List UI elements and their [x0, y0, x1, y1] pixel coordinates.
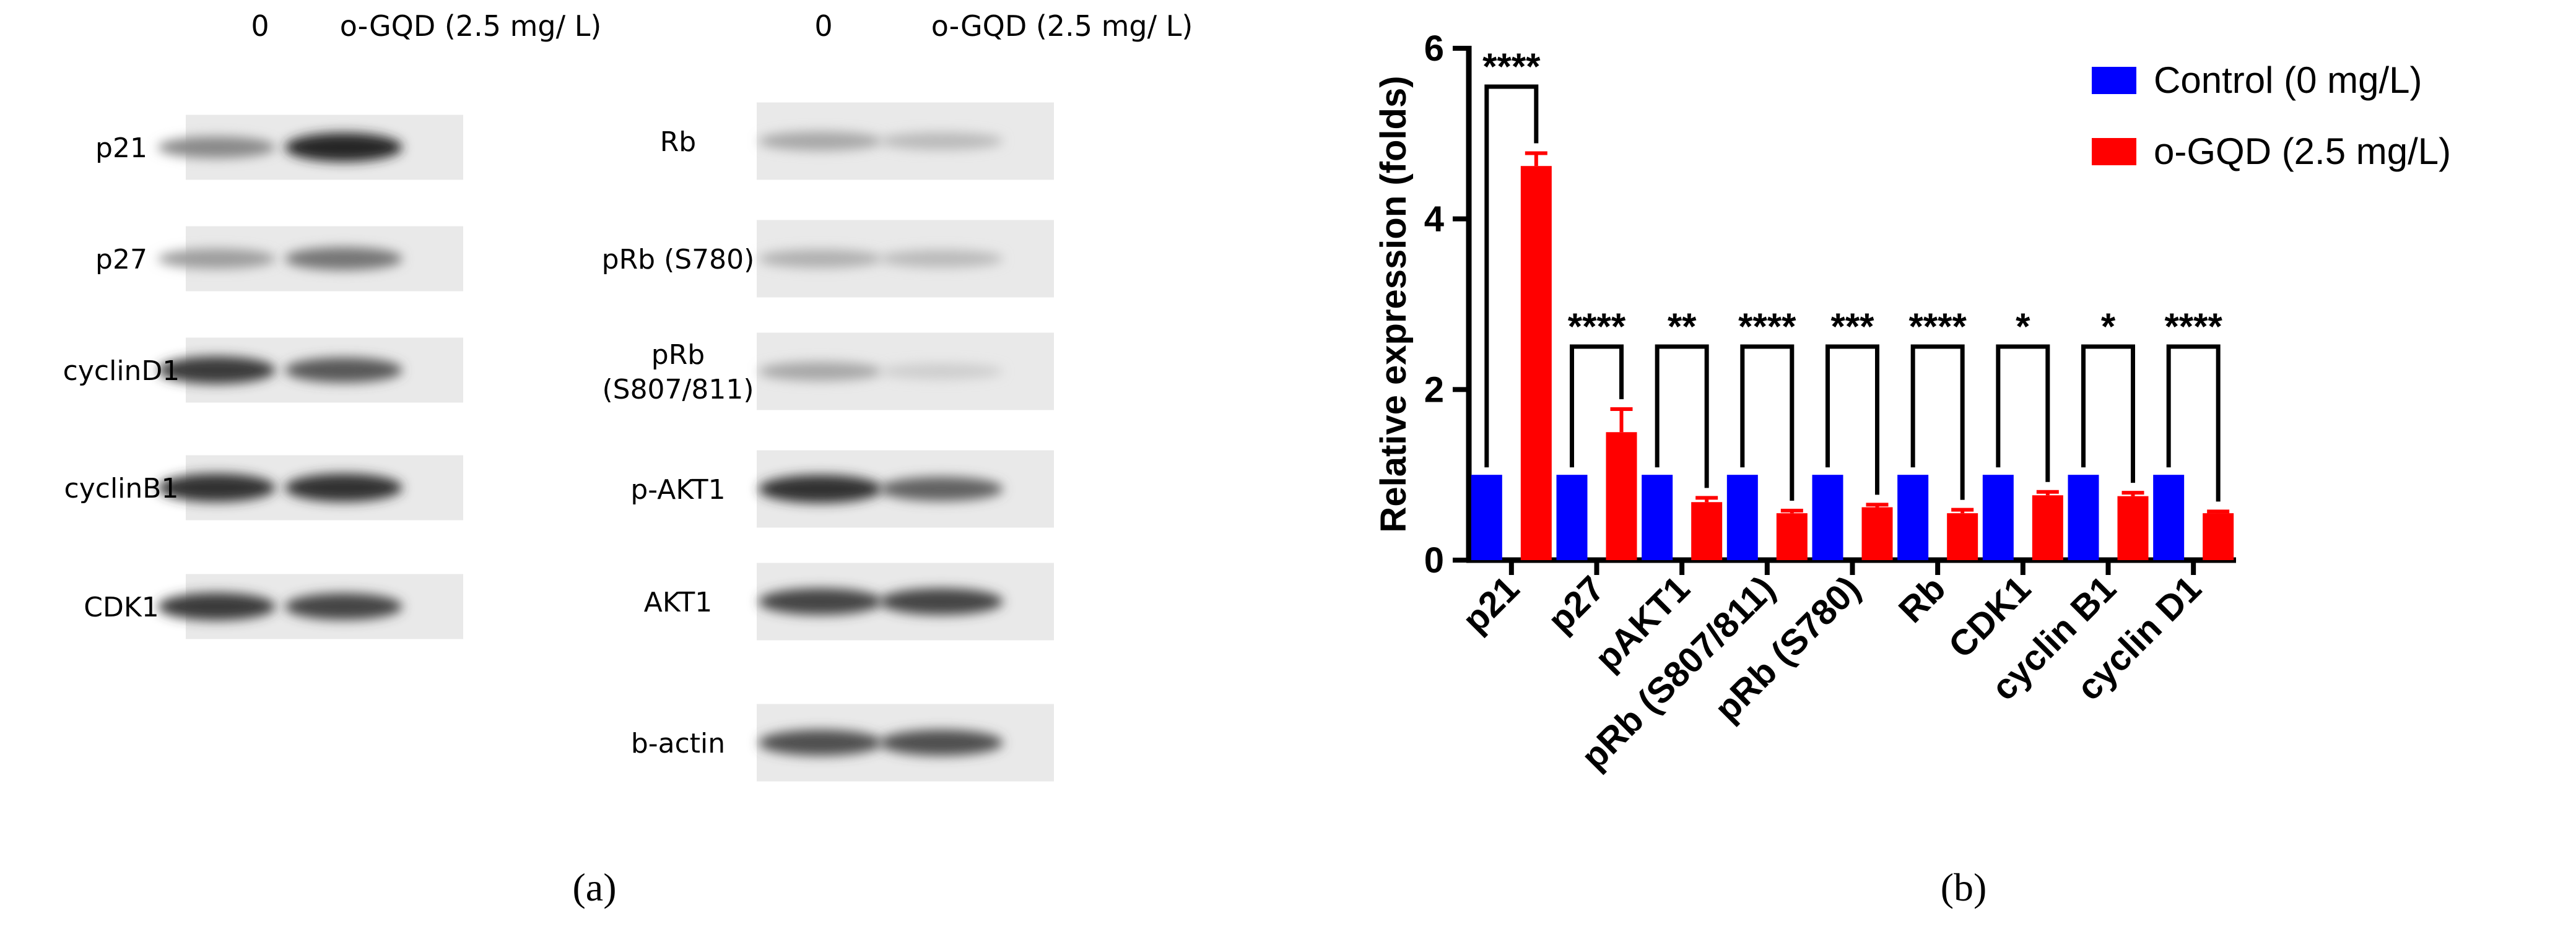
right-row-label: b-actin: [631, 728, 725, 759]
significance-bracket-cyclin B1: [2081, 344, 2135, 483]
significance-bracket-CDK1: [1996, 344, 2050, 482]
significance-label-cyclin D1: ****: [2164, 306, 2222, 347]
right-band: [879, 730, 1003, 756]
significance-label-cyclin B1: *: [2101, 306, 2116, 347]
right-band: [879, 363, 1003, 380]
bar-control-pRb (S780): [1812, 475, 1843, 560]
left-row-label: CDK1: [84, 592, 159, 623]
significance-bracket-Rb: [1910, 344, 1965, 500]
panel-a-caption: (a): [572, 865, 616, 909]
left-band: [285, 247, 402, 270]
right-band: [879, 588, 1003, 615]
panel-b-caption: (b): [1941, 865, 1987, 909]
right-col-header-1: o-GQD (2.5 mg/ L): [931, 9, 1193, 43]
right-row-label: p-AKT1: [630, 474, 725, 506]
left-row-label: p27: [95, 244, 147, 275]
right-row-label: pRb (S780): [602, 244, 755, 275]
x-tick-label-p27: p27: [1540, 568, 1612, 641]
right-row-label: Rb: [660, 126, 697, 158]
legend-label-1: o-GQD (2.5 mg/L): [2154, 131, 2451, 172]
y-tick-label: 0: [1424, 540, 1444, 581]
right-band: [879, 477, 1003, 501]
left-row-label: cyclinB1: [64, 473, 179, 504]
significance-bracket-pRb (S807/811): [1740, 344, 1795, 501]
significance-label-pRb (S780): ***: [1830, 306, 1874, 347]
significance-label-Rb: ****: [1908, 306, 1967, 347]
significance-label-p27: ****: [1568, 306, 1626, 347]
right-row-label: pRb (S807/811): [602, 339, 754, 405]
bar-control-p21: [1471, 475, 1502, 560]
right-col-header-0: 0: [814, 9, 832, 43]
significance-label-pRb (S807/811): ****: [1738, 306, 1796, 347]
significance-bracket-cyclin D1: [2166, 344, 2221, 502]
right-band: [759, 730, 882, 756]
right-band: [759, 588, 882, 615]
bar-control-cyclin D1: [2153, 475, 2185, 560]
y-tick-label: 2: [1424, 369, 1444, 410]
y-tick-label: 6: [1424, 28, 1444, 69]
left-row-label: p21: [95, 132, 147, 164]
right-row-label: AKT1: [644, 587, 712, 618]
significance-bracket-pRb (S780): [1825, 344, 1879, 495]
left-band: [158, 592, 276, 621]
bar-treated-Rb: [1947, 513, 1978, 560]
right-band: [759, 361, 882, 381]
significance-bracket-pAKT1: [1655, 344, 1709, 488]
bar-treated-pAKT1: [1691, 502, 1723, 560]
bar-control-p27: [1556, 475, 1588, 560]
y-tick-label: 4: [1424, 199, 1444, 240]
x-tick-label-p21: p21: [1455, 568, 1527, 641]
significance-bracket-p21: [1484, 84, 1539, 468]
bar-control-pAKT1: [1642, 475, 1673, 560]
right-band: [759, 131, 882, 151]
bar-treated-cyclin B1: [2117, 496, 2149, 560]
left-band: [285, 132, 402, 162]
right-band: [759, 249, 882, 268]
bar-control-CDK1: [1982, 475, 2014, 560]
right-band: [759, 475, 882, 503]
left-col-header-0: 0: [251, 9, 269, 43]
left-band: [158, 356, 276, 384]
bar-control-Rb: [1897, 475, 1929, 560]
bar-treated-cyclin D1: [2203, 513, 2234, 560]
significance-label-CDK1: *: [2016, 306, 2030, 347]
left-band: [158, 473, 276, 502]
bar-control-cyclin B1: [2068, 475, 2099, 560]
left-col-header-1: o-GQD (2.5 mg/ L): [340, 9, 602, 43]
left-row-label: cyclinD1: [63, 355, 180, 387]
significance-label-p21: ****: [1482, 46, 1541, 87]
right-band: [879, 249, 1003, 268]
bar-control-pRb (S807/811): [1726, 475, 1758, 560]
left-band: [158, 248, 276, 269]
left-band: [285, 593, 402, 620]
significance-bracket-p27: [1570, 344, 1624, 468]
legend-swatch-1: [2092, 138, 2136, 165]
significance-label-pAKT1: **: [1668, 306, 1697, 347]
legend-label-0: Control (0 mg/L): [2154, 59, 2422, 101]
x-tick-label-Rb: Rb: [1891, 568, 1954, 631]
y-axis-label: Relative expression (folds): [1373, 76, 1414, 532]
right-band: [879, 132, 1003, 150]
left-band: [285, 473, 402, 502]
bar-treated-CDK1: [2032, 495, 2063, 560]
bar-treated-p27: [1606, 432, 1637, 560]
left-band: [158, 136, 276, 158]
bar-treated-pRb (S780): [1861, 507, 1893, 560]
legend-swatch-0: [2092, 67, 2136, 94]
bar-treated-p21: [1520, 166, 1552, 561]
left-band: [285, 357, 402, 383]
bar-treated-pRb (S807/811): [1776, 513, 1808, 560]
panel-a-western-blots: 0 o-GQD (2.5 mg/ L) p21 p27 cyclinD1 cyclinB1…: [63, 9, 1193, 782]
